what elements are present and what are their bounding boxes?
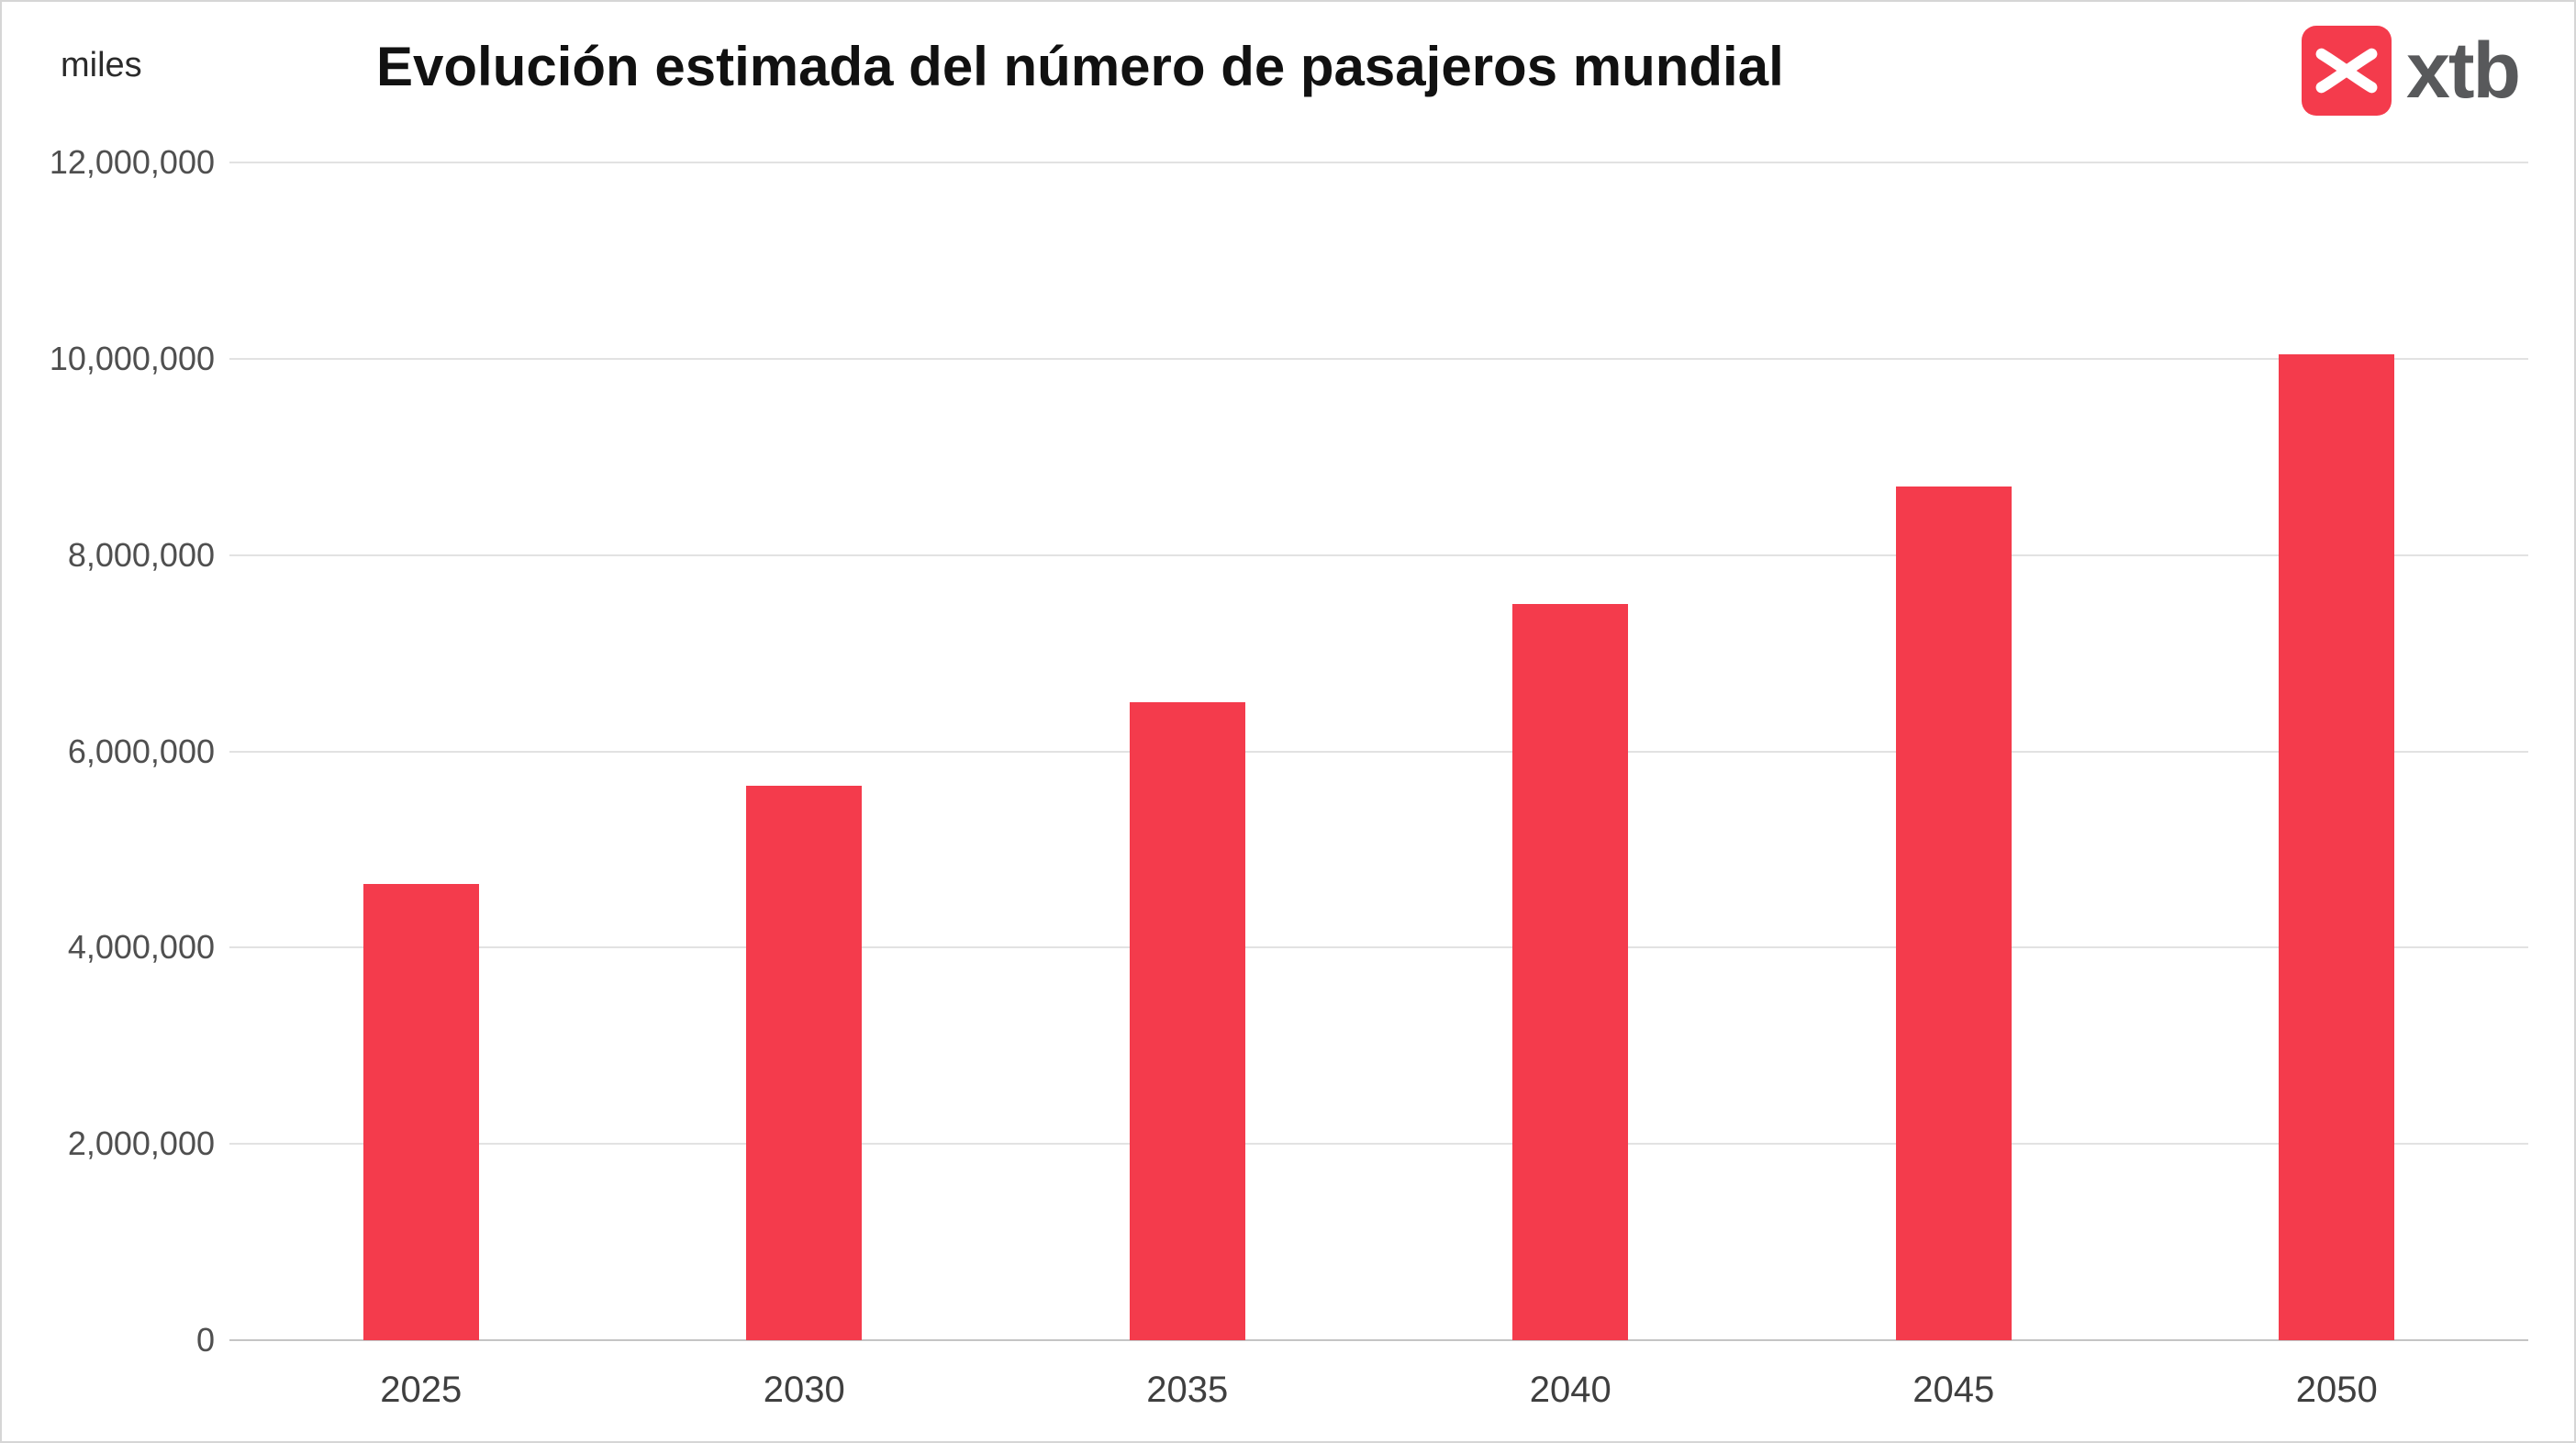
x-tick-label: 2035 <box>1146 1370 1229 1410</box>
bar-2035 <box>1129 702 1245 1340</box>
y-tick-label: 6,000,000 <box>67 732 215 770</box>
bar-2045 <box>1895 486 2012 1340</box>
x-tick-label: 2025 <box>380 1370 463 1410</box>
x-tick-label: 2030 <box>763 1370 845 1410</box>
chart-title: Evolución estimada del número de pasajer… <box>376 36 1784 97</box>
y-tick-label: 4,000,000 <box>67 928 215 967</box>
y-tick-label: 10,000,000 <box>49 339 215 377</box>
x-tick-label: 2040 <box>1529 1370 1611 1410</box>
bar-slot <box>2146 162 2529 1340</box>
plot-area <box>229 162 2528 1341</box>
x-axis-line <box>229 1339 2528 1341</box>
bar-slot <box>996 162 1379 1340</box>
bar-2040 <box>1512 604 1629 1340</box>
bar-slot <box>613 162 997 1340</box>
x-axis-labels: 2025 2030 2035 2040 2045 2050 <box>229 1370 2528 1411</box>
y-tick-label: 8,000,000 <box>67 535 215 574</box>
y-tick-label: 2,000,000 <box>67 1124 215 1163</box>
xtb-logo: xtb <box>2302 26 2521 116</box>
xtb-x-glyph <box>2315 48 2378 94</box>
bar-slot <box>1762 162 2146 1340</box>
bar-2025 <box>362 883 479 1340</box>
bar-slot <box>1379 162 1763 1340</box>
gridline <box>229 357 2528 360</box>
gridline <box>229 1143 2528 1146</box>
y-tick-label: 0 <box>195 1321 215 1359</box>
x-tick-label: 2045 <box>1912 1370 1995 1410</box>
y-axis-labels: 0 2,000,000 4,000,000 6,000,000 8,000,000 10,… <box>0 143 215 1359</box>
y-axis-unit-label: miles <box>61 46 142 84</box>
y-tick-label: 12,000,000 <box>49 143 215 181</box>
xtb-logo-text: xtb <box>2406 27 2521 115</box>
gridlines <box>229 162 2528 1341</box>
gridline <box>229 750 2528 753</box>
bar-slot <box>229 162 613 1340</box>
gridline <box>229 554 2528 556</box>
bars <box>229 162 2528 1340</box>
xtb-logo-icon <box>2302 26 2392 116</box>
bar-2030 <box>746 785 863 1340</box>
bar-2050 <box>2279 353 2395 1340</box>
x-tick-label: 2050 <box>2295 1370 2378 1410</box>
gridline <box>229 946 2528 949</box>
gridline <box>229 162 2528 163</box>
